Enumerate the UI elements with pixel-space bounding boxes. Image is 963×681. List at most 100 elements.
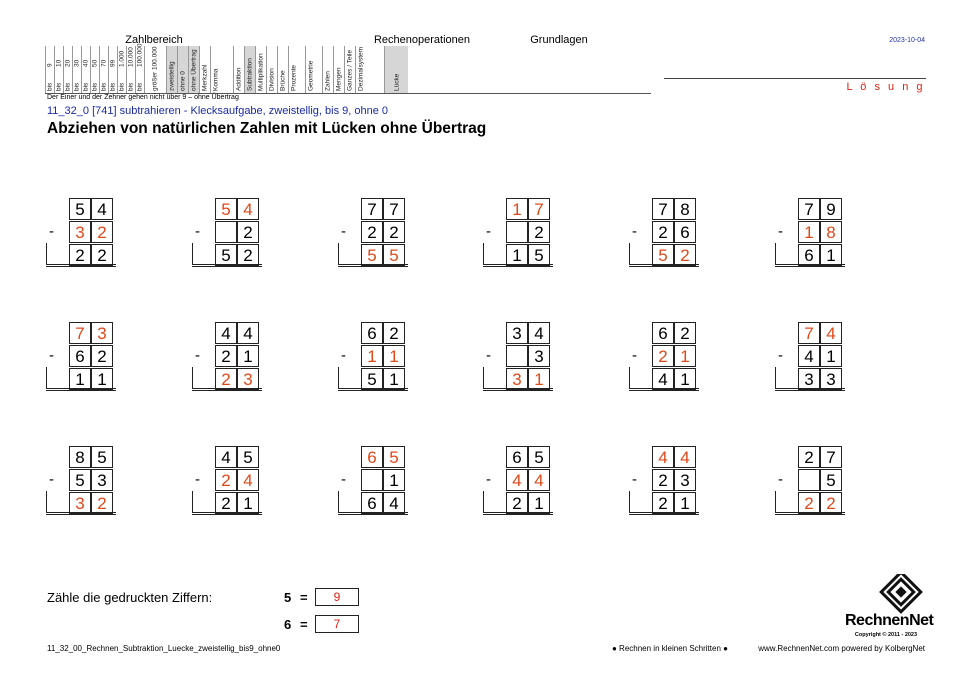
subtrahend-digit[interactable]: 4 <box>506 469 528 491</box>
subtrahend-digit[interactable]: 1 <box>674 345 696 367</box>
minuend-digit[interactable]: 3 <box>91 322 113 344</box>
category-label: bis <box>55 82 63 91</box>
group-rechenoperationen: Rechenoperationen <box>373 34 471 46</box>
subtrahend-digit: 2 <box>383 221 405 243</box>
difference-digit[interactable]: 3 <box>237 368 259 390</box>
category-column: bis 99 <box>108 46 117 93</box>
subtrahend-digit: 5 <box>820 469 842 491</box>
subtrahend-digit: 2 <box>652 469 674 491</box>
group-grundlagen: Grundlagen <box>530 34 588 46</box>
category-column: ohne 0 <box>177 46 188 93</box>
subtrahend-digit[interactable]: 1 <box>798 221 820 243</box>
difference-digit[interactable]: 2 <box>91 492 113 514</box>
minus-sign: - <box>632 347 637 364</box>
category-column: Addition <box>233 46 244 93</box>
category-label: Lücke <box>393 73 400 91</box>
difference-digit: 4 <box>652 368 674 390</box>
category-label: bis <box>136 82 144 91</box>
difference-digit: 6 <box>361 492 383 514</box>
difference-digit[interactable]: 5 <box>652 244 674 266</box>
subtrahend-digit[interactable]: 2 <box>91 221 113 243</box>
category-column: Ganzes / Teile <box>344 46 355 93</box>
exercise-code: 11_32_0 [741] subtrahieren - Klecksaufga… <box>47 105 389 117</box>
minuend-digit[interactable]: 4 <box>652 446 674 468</box>
minuend-digit[interactable]: 4 <box>237 198 259 220</box>
category-label: bis <box>82 82 90 91</box>
category-column: Subtraktion <box>244 46 255 93</box>
category-label: Division <box>268 68 276 91</box>
subtrahend-digit <box>506 221 528 243</box>
result-bracket <box>338 491 339 513</box>
difference-digit[interactable]: 2 <box>674 244 696 266</box>
difference-digit: 5 <box>528 244 550 266</box>
difference-digit: 2 <box>69 244 91 266</box>
minuend-digit[interactable]: 4 <box>674 446 696 468</box>
minuend-digit: 8 <box>674 198 696 220</box>
subtrahend-digit: 2 <box>528 221 550 243</box>
subtrahend-digit[interactable]: 2 <box>652 345 674 367</box>
subtrahend-digit[interactable]: 1 <box>361 345 383 367</box>
subtrahend-digit[interactable]: 4 <box>237 469 259 491</box>
subtrahend-digit: 6 <box>69 345 91 367</box>
footer-website[interactable]: www.RechnenNet.com powered by KolbergNet <box>758 644 925 653</box>
minus-sign: - <box>632 471 637 488</box>
category-column: zweistellig <box>166 46 177 93</box>
category-label: ohne Übertrag <box>190 49 198 91</box>
difference-digit: 1 <box>91 368 113 390</box>
category-column: bis 50 <box>90 46 99 93</box>
subtrahend-digit[interactable]: 1 <box>383 345 405 367</box>
minuend-digit: 7 <box>361 198 383 220</box>
minus-sign: - <box>49 223 54 240</box>
category-label: Geometrie <box>307 60 315 91</box>
difference-digit[interactable]: 2 <box>798 492 820 514</box>
subtrahend-digit: 2 <box>215 345 237 367</box>
count-answer-1[interactable]: 9 <box>315 588 359 606</box>
difference-digit[interactable]: 1 <box>528 368 550 390</box>
subtrahend-digit: 2 <box>652 221 674 243</box>
result-double-line <box>483 264 553 267</box>
difference-digit[interactable]: 3 <box>506 368 528 390</box>
category-column: Prozente <box>288 46 299 93</box>
result-double-line <box>192 264 262 267</box>
difference-digit[interactable]: 2 <box>820 492 842 514</box>
subtrahend-digit[interactable]: 3 <box>69 221 91 243</box>
result-bracket <box>483 491 484 513</box>
result-bracket <box>46 367 47 389</box>
minuend-digit[interactable]: 7 <box>69 322 91 344</box>
minuend-digit: 7 <box>820 446 842 468</box>
subtrahend-digit[interactable]: 8 <box>820 221 842 243</box>
minus-sign: - <box>778 347 783 364</box>
category-label: ohne 0 <box>179 71 187 91</box>
minuend-digit[interactable]: 1 <box>506 198 528 220</box>
difference-digit[interactable]: 5 <box>383 244 405 266</box>
minuend-digit[interactable]: 5 <box>215 198 237 220</box>
subtrahend-digit <box>798 469 820 491</box>
minus-sign: - <box>195 347 200 364</box>
minuend-digit[interactable]: 7 <box>528 198 550 220</box>
range-value: 30 <box>73 59 81 67</box>
category-column: bis 70 <box>99 46 108 93</box>
difference-digit[interactable]: 2 <box>215 368 237 390</box>
difference-digit[interactable]: 3 <box>69 492 91 514</box>
category-column: bis 100.000 <box>135 44 144 93</box>
difference-digit[interactable]: 5 <box>361 244 383 266</box>
group-zahlbereich: Zahlbereich <box>125 34 183 46</box>
result-bracket <box>775 243 776 265</box>
category-column: Dezimalsystem <box>355 46 366 93</box>
difference-digit: 1 <box>674 368 696 390</box>
count-answer-2[interactable]: 7 <box>315 615 359 633</box>
minuend-digit[interactable]: 7 <box>798 322 820 344</box>
minuend-digit[interactable]: 6 <box>361 446 383 468</box>
result-double-line <box>46 512 116 515</box>
subtrahend-digit: 2 <box>91 345 113 367</box>
result-bracket <box>46 243 47 265</box>
name-line <box>664 78 926 79</box>
subtrahend-digit[interactable]: 2 <box>215 469 237 491</box>
category-label: Prozente <box>290 64 298 91</box>
subtrahend-digit[interactable]: 4 <box>528 469 550 491</box>
minuend-digit[interactable]: 4 <box>820 322 842 344</box>
minuend-digit[interactable]: 5 <box>383 446 405 468</box>
